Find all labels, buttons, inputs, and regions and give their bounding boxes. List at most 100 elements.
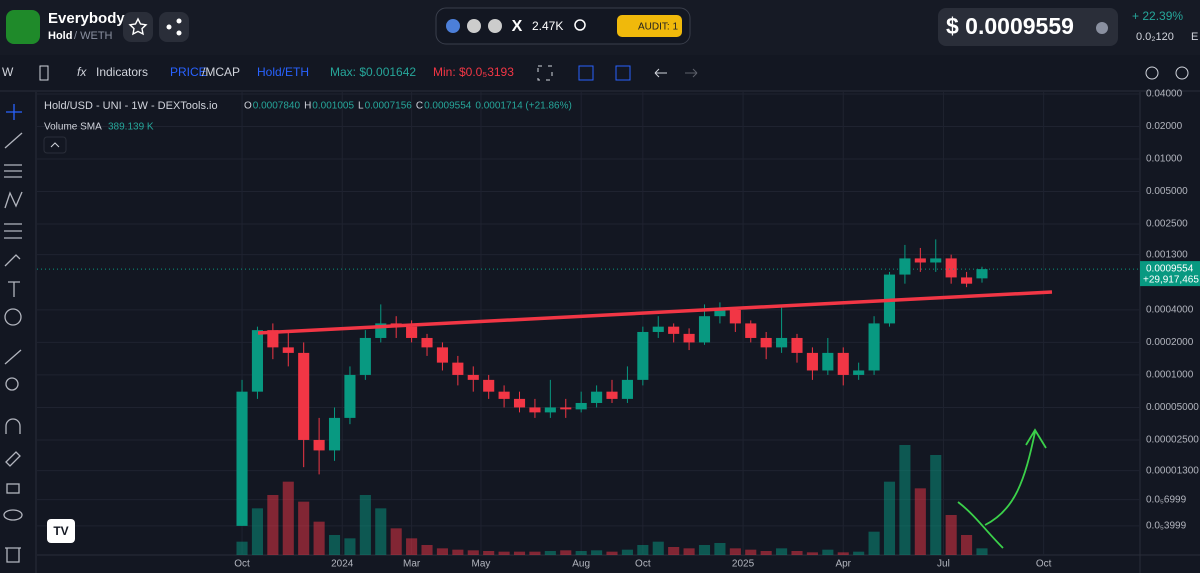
volume-bar	[267, 495, 279, 555]
share-button[interactable]	[159, 12, 189, 42]
line-tool[interactable]	[4, 132, 23, 149]
info-icon[interactable]	[1096, 22, 1108, 34]
visibility-tool[interactable]	[3, 509, 23, 521]
y-tick-label: 0.0₅3999	[1146, 521, 1187, 532]
search-icon[interactable]	[574, 19, 586, 31]
x-tick-label: 2024	[331, 559, 354, 570]
candle-body	[745, 323, 757, 338]
volume-bar	[282, 481, 294, 555]
emoji-tool[interactable]	[4, 308, 22, 326]
candle-body	[421, 337, 433, 348]
y-tick-label: 0.0002000	[1146, 337, 1194, 348]
volume-bar	[560, 550, 572, 555]
pair-base: Hold	[48, 30, 72, 42]
price-box	[938, 8, 1118, 46]
x-tick-label: Aug	[572, 559, 590, 570]
candle-body	[668, 326, 680, 334]
settings-icon[interactable]	[1145, 66, 1159, 80]
ohlc-change: 0.0001714 (+21.86%)	[475, 101, 571, 112]
lock-draw-tool[interactable]	[5, 451, 21, 467]
candle-body	[529, 407, 541, 413]
candle-body	[652, 326, 664, 332]
y-tick-label: 0.01000	[1146, 154, 1183, 165]
candle-body	[406, 326, 418, 338]
collapse-button[interactable]	[43, 136, 67, 154]
magnet-tool[interactable]	[5, 418, 21, 434]
crosshair-tool[interactable]	[6, 104, 22, 120]
fx-icon: fx	[77, 65, 87, 79]
telegram-icon[interactable]	[488, 19, 502, 33]
candle-body	[344, 374, 356, 418]
x-tick-label: Apr	[835, 559, 851, 570]
compare-icon[interactable]	[615, 65, 631, 81]
volume-bar	[606, 551, 618, 555]
y-tick-label: 0.0004000	[1146, 305, 1194, 316]
text-tool[interactable]	[8, 281, 20, 297]
sub-unit: E	[1191, 31, 1198, 43]
candle-body	[298, 352, 310, 440]
fullscreen-icon[interactable]	[537, 65, 553, 81]
candle-body	[251, 330, 263, 392]
volume-bar	[698, 545, 711, 555]
x-icon[interactable]: X	[512, 18, 523, 35]
price-toggle[interactable]: PRICE	[170, 65, 207, 79]
audit-badge[interactable]	[617, 15, 682, 37]
chart-icon[interactable]	[578, 65, 594, 81]
lock-tool[interactable]	[6, 483, 20, 494]
token-name: Everybody	[48, 10, 125, 27]
candle-body	[776, 337, 788, 348]
indicators[interactable]: Indicators	[96, 65, 148, 79]
y-tick-label: 0.0₅6999	[1146, 494, 1187, 505]
undo-icon[interactable]	[654, 68, 667, 78]
volume-bar	[806, 552, 818, 555]
volume-bar	[637, 545, 649, 555]
candle-body	[698, 316, 711, 343]
ruler-tool[interactable]	[4, 349, 22, 365]
candle-body	[452, 362, 464, 375]
y-tick-label: 0.02000	[1146, 121, 1183, 132]
candle-body	[236, 391, 248, 526]
pattern-tool[interactable]	[4, 191, 23, 209]
volume-bar	[930, 455, 942, 555]
volume-bar	[483, 551, 495, 555]
volume-bar	[344, 538, 356, 555]
link-icon[interactable]	[446, 19, 460, 33]
volume-bar	[436, 548, 448, 555]
toolbar	[0, 55, 1200, 91]
web-icon[interactable]	[467, 19, 481, 33]
volume-bar	[251, 508, 263, 555]
candle-body	[930, 258, 942, 263]
brush-tool[interactable]	[4, 254, 21, 267]
fib-tool[interactable]	[4, 164, 22, 178]
ohlc-value: 0.0009554	[424, 101, 472, 112]
volume-bar	[961, 535, 973, 555]
candle-type-icon[interactable]	[39, 65, 49, 81]
zoom-tool[interactable]	[5, 377, 19, 391]
redo-icon[interactable]	[685, 68, 698, 78]
drawing-tools	[3, 104, 23, 563]
y-tick-label: 0.00001300	[1146, 465, 1199, 476]
delete-tool[interactable]	[5, 547, 21, 563]
candle-body	[806, 352, 818, 371]
prediction-tool[interactable]	[4, 223, 22, 239]
volume-bar	[914, 488, 926, 555]
min-price: Min: $0.0₅3193	[433, 65, 514, 79]
favorite-button[interactable]	[123, 12, 153, 42]
volume-bar	[976, 548, 988, 555]
candle-body	[621, 379, 633, 399]
volume-bar	[945, 515, 957, 555]
price: $ 0.0009559	[946, 13, 1074, 39]
candle-body	[714, 309, 726, 317]
camera-icon[interactable]	[1175, 66, 1189, 80]
candle-body	[560, 407, 572, 410]
pair-toggle[interactable]: Hold/ETH	[257, 65, 309, 79]
volume-label: Volume SMA	[44, 122, 102, 133]
volume-bar	[452, 549, 464, 555]
mcap-toggle[interactable]: /MCAP	[202, 65, 240, 79]
interval[interactable]: W	[2, 65, 14, 79]
candle-body	[591, 391, 603, 403]
x-tick-label: Oct	[1036, 559, 1052, 570]
volume-bar	[668, 547, 680, 555]
volume-bar	[729, 548, 741, 555]
